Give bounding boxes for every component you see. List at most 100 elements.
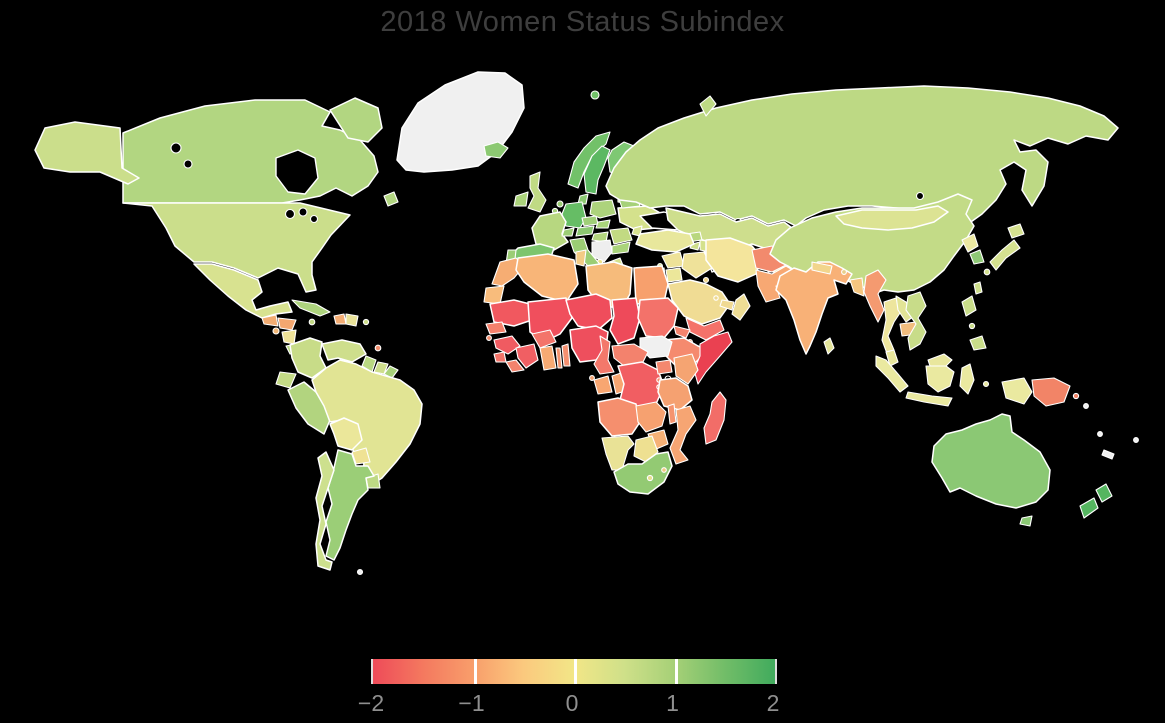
region-venezuela	[321, 339, 367, 363]
region-iceland	[483, 141, 509, 159]
region-slovakia	[595, 219, 611, 229]
region-mozambique	[669, 405, 697, 465]
region-sumatra	[875, 355, 909, 393]
region-angola	[597, 397, 641, 437]
region-oman	[731, 293, 751, 321]
region-austria	[575, 225, 595, 237]
colorbar-labels: −2 −1 0 1 2	[358, 690, 780, 720]
region-trinidad	[374, 344, 382, 352]
region-brazil	[311, 359, 423, 487]
region-ivory-coast	[515, 343, 539, 369]
lake-superior	[284, 208, 296, 220]
region-falklands	[356, 568, 364, 576]
great-bear-lake	[170, 142, 182, 154]
region-eritrea	[673, 325, 691, 339]
region-somalia	[693, 331, 733, 385]
region-java	[905, 391, 953, 407]
region-papua-new-guinea	[1031, 377, 1071, 407]
region-philippines-visayas	[968, 322, 976, 330]
region-uae	[719, 299, 735, 311]
region-netherlands	[556, 200, 564, 208]
region-honduras	[277, 317, 297, 331]
region-uk	[527, 171, 547, 213]
region-solomon-islands	[1083, 403, 1089, 409]
region-vanuatu	[1097, 431, 1103, 437]
region-el-salvador	[272, 327, 280, 335]
region-jamaica	[308, 318, 316, 326]
region-chile	[315, 451, 335, 571]
region-syria	[661, 251, 685, 269]
region-sulawesi	[959, 363, 975, 395]
region-guatemala	[261, 314, 279, 327]
region-sierra-leone	[493, 351, 507, 363]
region-south-africa	[613, 451, 673, 495]
region-malaysia-peninsula	[885, 349, 899, 367]
region-jordan	[665, 267, 683, 283]
colorbar-label-plus1: 1	[666, 690, 679, 716]
region-niger	[565, 293, 613, 331]
region-ecuador	[275, 371, 297, 389]
region-mexico	[193, 263, 293, 319]
region-svalbard	[590, 90, 600, 100]
region-mali	[527, 297, 573, 343]
region-sudan	[637, 297, 679, 339]
region-kenya	[673, 353, 699, 385]
colorbar-label-0: 0	[565, 690, 579, 716]
region-sri-lanka	[823, 337, 835, 355]
region-dominican-republic	[345, 313, 359, 327]
region-japan-hokkaido	[1007, 223, 1025, 239]
region-czechia	[581, 215, 599, 227]
colorbar	[371, 659, 777, 684]
region-turkey	[635, 229, 695, 253]
region-taiwan	[973, 281, 983, 295]
region-cuba	[291, 299, 331, 317]
region-nz-north	[1095, 483, 1113, 503]
region-denmark	[577, 193, 589, 205]
region-equatorial-guinea	[589, 375, 595, 381]
region-bolivia	[329, 417, 363, 451]
region-senegal	[485, 321, 507, 335]
region-madagascar	[703, 391, 727, 445]
region-yemen	[685, 317, 725, 341]
region-canada-baffin	[329, 97, 383, 143]
colorbar-tick-plus1	[674, 659, 678, 684]
region-west-papua	[1001, 377, 1033, 405]
region-myanmar	[863, 269, 887, 323]
region-guinea-bissau	[486, 335, 492, 341]
region-gabon	[593, 375, 613, 395]
region-togo	[555, 347, 563, 369]
region-japan-honshu	[989, 239, 1021, 271]
region-south-korea	[969, 249, 985, 265]
region-greenland	[396, 71, 525, 173]
region-philippines-mindanao	[969, 335, 987, 351]
region-mauritania	[489, 299, 533, 327]
region-kalimantan	[925, 365, 955, 393]
region-mongolia	[835, 205, 949, 231]
region-novaya-zemlya	[699, 95, 717, 117]
region-qatar	[713, 295, 719, 301]
region-philippines-luzon	[961, 295, 977, 317]
region-benin	[561, 343, 571, 367]
region-burkina-faso	[531, 329, 557, 349]
region-romania	[609, 227, 633, 245]
region-nz-south	[1079, 497, 1099, 519]
region-sweden	[583, 145, 611, 195]
colorbar-label-minus1: −1	[458, 690, 485, 716]
region-moluccas	[982, 380, 990, 388]
region-haiti	[333, 313, 347, 325]
region-switzerland	[561, 227, 575, 237]
region-western-sahara	[483, 285, 505, 305]
chart-title: 2018 Women Status Subindex	[380, 6, 785, 38]
region-uganda	[655, 359, 673, 375]
region-poland	[589, 199, 617, 219]
region-bangladesh	[849, 277, 865, 297]
region-chad	[609, 297, 641, 345]
region-eswatini	[661, 467, 667, 473]
region-india	[775, 261, 853, 355]
region-australia	[931, 413, 1051, 509]
region-north-korea	[961, 233, 979, 253]
colorbar-tick-0	[574, 659, 577, 684]
region-alaska	[34, 121, 140, 185]
region-iraq	[681, 251, 713, 279]
